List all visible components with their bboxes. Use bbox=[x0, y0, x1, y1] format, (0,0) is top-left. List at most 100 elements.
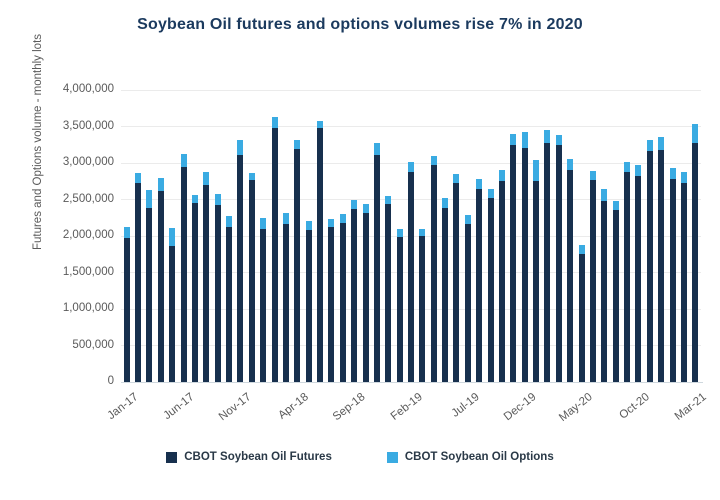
bar-segment-futures[interactable] bbox=[339, 222, 346, 382]
bar-Jul-18[interactable] bbox=[328, 218, 335, 382]
bar-segment-futures[interactable] bbox=[635, 176, 642, 382]
bar-Mar-19[interactable] bbox=[419, 229, 426, 382]
bar-segment-futures[interactable] bbox=[237, 154, 244, 382]
bar-May-17[interactable] bbox=[169, 227, 176, 382]
bar-Aug-17[interactable] bbox=[203, 171, 210, 382]
bar-Nov-19[interactable] bbox=[510, 133, 517, 382]
bar-Feb-17[interactable] bbox=[135, 172, 142, 382]
bar-segment-futures[interactable] bbox=[419, 236, 426, 382]
bar-Dec-18[interactable] bbox=[385, 195, 392, 382]
bar-segment-options[interactable] bbox=[601, 189, 608, 201]
bar-segment-futures[interactable] bbox=[328, 226, 335, 382]
bar-segment-options[interactable] bbox=[146, 190, 153, 208]
bar-Oct-18[interactable] bbox=[362, 203, 369, 382]
bar-Dec-19[interactable] bbox=[521, 131, 528, 382]
bar-segment-options[interactable] bbox=[476, 179, 483, 189]
bar-segment-options[interactable] bbox=[385, 195, 392, 204]
bar-segment-options[interactable] bbox=[248, 172, 255, 180]
bar-segment-futures[interactable] bbox=[442, 207, 449, 382]
bar-segment-options[interactable] bbox=[658, 137, 665, 150]
bar-segment-options[interactable] bbox=[680, 171, 687, 184]
bar-Sep-20[interactable] bbox=[624, 161, 631, 382]
bar-Feb-21[interactable] bbox=[680, 171, 687, 382]
bar-segment-futures[interactable] bbox=[146, 207, 153, 382]
bar-Apr-20[interactable] bbox=[567, 158, 574, 382]
bar-segment-options[interactable] bbox=[578, 244, 585, 254]
bar-May-19[interactable] bbox=[442, 198, 449, 382]
bar-segment-futures[interactable] bbox=[282, 223, 289, 382]
bar-segment-options[interactable] bbox=[669, 168, 676, 180]
bar-segment-futures[interactable] bbox=[521, 148, 528, 382]
bar-segment-futures[interactable] bbox=[544, 142, 551, 382]
bar-segment-options[interactable] bbox=[624, 161, 631, 172]
bar-Dec-17[interactable] bbox=[248, 172, 255, 382]
bar-segment-options[interactable] bbox=[510, 133, 517, 146]
bar-Nov-20[interactable] bbox=[646, 139, 653, 382]
bar-segment-options[interactable] bbox=[589, 171, 596, 180]
bar-Jan-21[interactable] bbox=[669, 168, 676, 382]
bar-segment-futures[interactable] bbox=[362, 213, 369, 382]
bar-segment-futures[interactable] bbox=[453, 183, 460, 382]
bar-Oct-17[interactable] bbox=[226, 216, 233, 382]
bar-Jun-18[interactable] bbox=[317, 120, 324, 382]
bar-segment-options[interactable] bbox=[237, 139, 244, 155]
bar-segment-options[interactable] bbox=[408, 161, 414, 172]
bar-segment-options[interactable] bbox=[123, 226, 130, 239]
bar-segment-options[interactable] bbox=[260, 218, 267, 229]
bar-Jan-17[interactable] bbox=[123, 226, 130, 382]
bar-Feb-18[interactable] bbox=[271, 117, 278, 382]
bar-segment-futures[interactable] bbox=[692, 142, 699, 382]
bar-Sep-19[interactable] bbox=[487, 188, 494, 382]
bar-segment-futures[interactable] bbox=[123, 238, 130, 382]
bar-segment-options[interactable] bbox=[328, 218, 335, 227]
bar-segment-options[interactable] bbox=[214, 194, 221, 206]
bar-Jul-17[interactable] bbox=[191, 195, 198, 382]
bar-Mar-20[interactable] bbox=[555, 135, 562, 382]
bar-Oct-20[interactable] bbox=[635, 165, 642, 382]
bar-segment-options[interactable] bbox=[396, 229, 403, 238]
bar-Oct-19[interactable] bbox=[498, 170, 505, 382]
bar-segment-futures[interactable] bbox=[135, 183, 142, 382]
bar-segment-options[interactable] bbox=[362, 203, 369, 214]
bar-segment-options[interactable] bbox=[646, 139, 653, 152]
bar-segment-futures[interactable] bbox=[226, 227, 233, 382]
bar-segment-futures[interactable] bbox=[567, 169, 574, 382]
bar-Aug-19[interactable] bbox=[476, 179, 483, 382]
bar-segment-options[interactable] bbox=[464, 214, 471, 224]
bar-Apr-18[interactable] bbox=[294, 140, 301, 382]
bar-segment-futures[interactable] bbox=[157, 190, 164, 382]
bar-segment-options[interactable] bbox=[271, 117, 278, 128]
bar-segment-options[interactable] bbox=[339, 214, 346, 223]
bar-segment-futures[interactable] bbox=[612, 209, 619, 382]
bar-segment-options[interactable] bbox=[203, 171, 210, 185]
bar-segment-futures[interactable] bbox=[408, 171, 414, 382]
bar-Jun-17[interactable] bbox=[180, 154, 187, 382]
bar-segment-futures[interactable] bbox=[294, 149, 301, 382]
bar-segment-futures[interactable] bbox=[385, 203, 392, 382]
bar-segment-futures[interactable] bbox=[191, 203, 198, 382]
bar-Mar-21[interactable] bbox=[692, 124, 699, 382]
bar-Jan-19[interactable] bbox=[396, 229, 403, 382]
bar-segment-futures[interactable] bbox=[510, 145, 517, 382]
bar-segment-futures[interactable] bbox=[180, 167, 187, 382]
bar-segment-futures[interactable] bbox=[248, 179, 255, 382]
bar-May-18[interactable] bbox=[305, 220, 312, 382]
bar-segment-futures[interactable] bbox=[260, 228, 267, 382]
bar-segment-options[interactable] bbox=[521, 131, 528, 149]
bar-Jun-20[interactable] bbox=[589, 171, 596, 382]
bar-segment-options[interactable] bbox=[419, 229, 426, 236]
bar-Aug-20[interactable] bbox=[612, 200, 619, 382]
bar-segment-options[interactable] bbox=[282, 212, 289, 224]
bar-segment-futures[interactable] bbox=[305, 230, 312, 382]
bar-segment-futures[interactable] bbox=[476, 188, 483, 382]
bar-segment-futures[interactable] bbox=[624, 171, 631, 382]
bar-segment-futures[interactable] bbox=[555, 144, 562, 382]
bar-segment-futures[interactable] bbox=[214, 205, 221, 382]
bar-segment-options[interactable] bbox=[498, 170, 505, 181]
bar-segment-options[interactable] bbox=[612, 200, 619, 210]
bar-segment-options[interactable] bbox=[294, 140, 301, 150]
bar-Jan-20[interactable] bbox=[533, 160, 540, 382]
bar-segment-futures[interactable] bbox=[203, 184, 210, 382]
bar-May-20[interactable] bbox=[578, 244, 585, 382]
bar-Feb-20[interactable] bbox=[544, 130, 551, 382]
